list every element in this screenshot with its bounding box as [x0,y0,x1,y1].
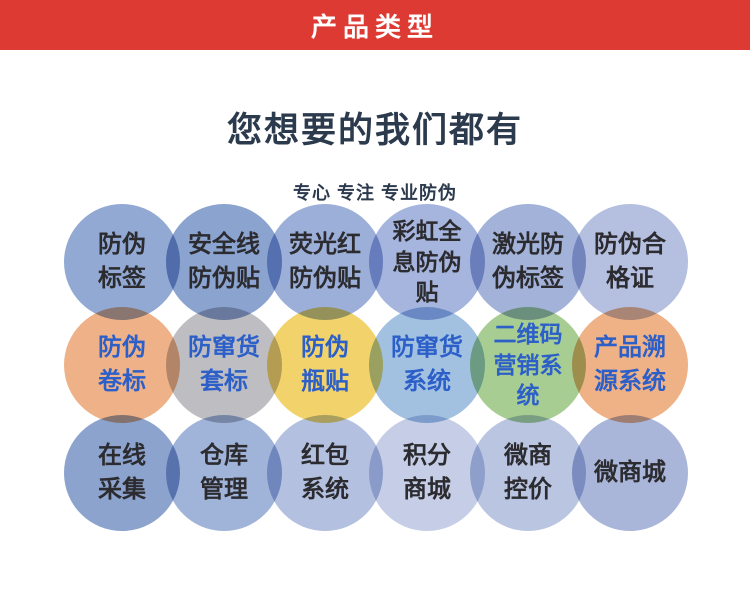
product-circle [470,415,586,531]
product-circle-label: 防伪 卷标 [98,333,146,395]
product-circle [267,415,383,531]
product-circle-label: 激光防 伪标签 [492,230,564,292]
product-circle-label: 防伪 标签 [98,230,146,292]
product-circle [64,204,180,320]
product-circle [369,307,485,423]
product-circle [572,204,688,320]
product-circle-label: 防伪合 格证 [594,230,666,292]
product-circle-label: 防窜货 系统 [391,333,463,395]
intro-section: 您想要的我们都有 专心 专注 专业防伪 [0,50,750,205]
header-title: 产品类型 [310,11,439,42]
product-circle-label: 积分 商城 [403,441,451,503]
product-circle [64,307,180,423]
product-circle [166,415,282,531]
product-circle-label: 在线 采集 [98,441,146,503]
product-circle-label: 荧光红 防伪贴 [289,230,361,292]
product-circle [64,415,180,531]
product-circle-label: 微商 控价 [504,441,552,503]
product-circle [166,307,282,423]
product-circles-grid: 防伪 标签 安全线 防伪贴 荧光红 防伪贴 彩虹全 息防伪 贴 激光防 伪标签 … [0,200,750,550]
product-circle [369,415,485,531]
product-circle-label: 安全线 防伪贴 [188,230,260,292]
product-circle-label: 防窜货 套标 [188,333,260,395]
product-circle [470,307,586,423]
product-circle-label: 微商城 [594,458,666,486]
page-title: 您想要的我们都有 [226,111,523,150]
product-circle [470,204,586,320]
product-circle-label: 二维码 营销系 统 [493,321,563,409]
product-circle [166,204,282,320]
product-circle [572,307,688,423]
product-circle-label: 红包 系统 [301,441,349,503]
product-circle-label: 产品溯 源系统 [594,333,666,395]
product-circle [369,204,485,320]
page-header: 产品类型 [0,0,750,50]
product-circle [572,415,688,531]
product-circle-label: 仓库 管理 [200,441,248,503]
product-circle [267,204,383,320]
product-circle-label: 彩虹全 息防伪 贴 [392,218,462,306]
product-circle [267,307,383,423]
product-circle-label: 防伪 瓶贴 [301,333,349,395]
page-subtitle: 专心 专注 专业防伪 [292,183,457,203]
